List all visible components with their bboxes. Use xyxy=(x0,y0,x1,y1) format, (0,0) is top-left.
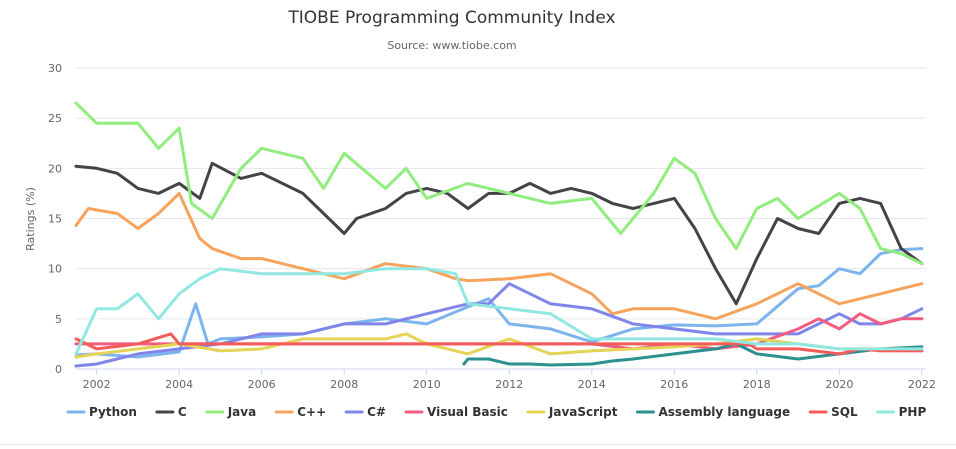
legend-item-c-[interactable]: C++ xyxy=(274,405,326,419)
y-axis-label: Ratings (%) xyxy=(24,187,37,251)
legend-item-java[interactable]: Java xyxy=(205,405,256,419)
y-tick-label: 25 xyxy=(48,112,62,125)
y-tick-label: 5 xyxy=(55,313,62,326)
legend-item-php[interactable]: PHP xyxy=(876,405,927,419)
legend-item-assembly-language[interactable]: Assembly language xyxy=(636,405,791,419)
legend-label: Visual Basic xyxy=(427,405,508,419)
series-line-assembly-language[interactable] xyxy=(462,342,924,367)
legend-label: JavaScript xyxy=(548,405,618,419)
x-tick-label: 2022 xyxy=(908,378,936,391)
x-tick-label: 2008 xyxy=(330,378,358,391)
legend-item-javascript[interactable]: JavaScript xyxy=(526,405,618,419)
series-line-python[interactable] xyxy=(74,247,924,359)
plot-area xyxy=(74,101,924,368)
x-tick-label: 2004 xyxy=(165,378,193,391)
legend-item-sql[interactable]: SQL xyxy=(808,405,858,419)
y-tick-label: 30 xyxy=(48,62,62,75)
series-line-c-[interactable] xyxy=(74,191,924,321)
y-tick-label: 10 xyxy=(48,263,62,276)
x-tick-label: 2012 xyxy=(495,378,523,391)
legend-label: C++ xyxy=(297,405,326,419)
legend-label: C xyxy=(178,405,187,419)
legend-item-python[interactable]: Python xyxy=(66,405,137,419)
series-line-javascript[interactable] xyxy=(74,332,924,359)
legend-label: SQL xyxy=(831,405,858,419)
y-tick-label: 20 xyxy=(48,162,62,175)
x-axis-ticks: 2002 2004 2006 2008 2010 2012 2014 2016 2018 2020… xyxy=(83,369,936,391)
legend[interactable]: Python C Java C++ C# Visual Basic JavaScript As… xyxy=(66,405,927,419)
series-line-php[interactable] xyxy=(74,267,924,356)
y-axis-ticks: 0 5 10 15 20 25 30 xyxy=(48,62,62,376)
x-tick-label: 2014 xyxy=(578,378,606,391)
series-line-sql[interactable] xyxy=(74,332,924,356)
series-line-c[interactable] xyxy=(74,161,924,306)
x-tick-label: 2002 xyxy=(83,378,111,391)
legend-label: Python xyxy=(89,405,137,419)
y-tick-label: 0 xyxy=(55,363,62,376)
y-tick-label: 15 xyxy=(48,213,62,226)
legend-label: C# xyxy=(367,405,386,419)
chart-title: TIOBE Programming Community Index xyxy=(287,8,615,28)
legend-label: Assembly language xyxy=(659,405,791,419)
legend-label: PHP xyxy=(899,405,927,419)
legend-item-visual-basic[interactable]: Visual Basic xyxy=(404,405,508,419)
legend-item-c[interactable]: C xyxy=(155,405,187,419)
x-tick-label: 2010 xyxy=(413,378,441,391)
legend-item-c-[interactable]: C# xyxy=(344,405,386,419)
chart-subtitle: Source: www.tiobe.com xyxy=(387,39,516,52)
x-tick-label: 2018 xyxy=(743,378,771,391)
x-tick-label: 2020 xyxy=(825,378,853,391)
bottom-divider xyxy=(0,444,956,445)
x-tick-label: 2006 xyxy=(248,378,276,391)
x-tick-label: 2016 xyxy=(660,378,688,391)
legend-label: Java xyxy=(227,405,256,419)
series-line-java[interactable] xyxy=(74,101,924,266)
